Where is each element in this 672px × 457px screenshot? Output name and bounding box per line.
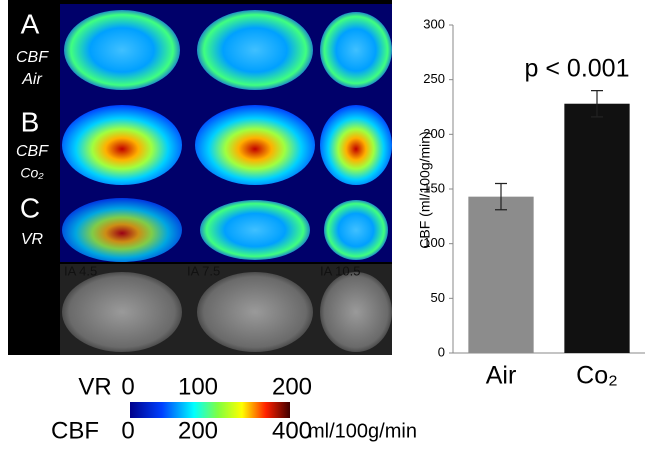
colorbar-tick: 0 xyxy=(121,373,134,400)
colorbar-tick: 0 xyxy=(121,417,134,444)
colorbar-tick: 200 xyxy=(178,417,218,444)
row-label: Co₂ xyxy=(20,165,44,181)
colorbar-label: VR xyxy=(78,373,111,400)
colorbar-unit: ml/100g/min xyxy=(308,420,417,442)
bar-chart: CBF (ml/100g/min) p < 0.001 0 50 100 150 200… xyxy=(417,16,645,390)
row-letter: C xyxy=(20,192,40,223)
bar xyxy=(468,196,534,353)
section-label: IA 4.5 xyxy=(64,263,97,278)
colorbar-tick: 400 xyxy=(272,417,312,444)
error-bar xyxy=(495,182,507,211)
row-label: Air xyxy=(21,71,42,88)
image-panel: A CBF Air B CBF Co₂ C VR IA 4.5 IA 7.5 I… xyxy=(8,0,392,355)
row-label: CBF xyxy=(16,143,49,160)
y-tick-label: 100 xyxy=(423,235,445,250)
row-label: CBF xyxy=(16,49,49,66)
y-axis-label: CBF (ml/100g/min) xyxy=(417,131,433,248)
section-label: IA 7.5 xyxy=(187,263,220,278)
x-tick-label: Co₂ xyxy=(576,362,618,390)
y-tick-label: 200 xyxy=(423,126,445,141)
bar xyxy=(564,103,630,353)
error-bar xyxy=(591,90,603,118)
row-letter: B xyxy=(21,106,40,137)
y-tick-label: 250 xyxy=(423,71,445,86)
y-tick-label: 150 xyxy=(423,180,445,195)
colorbar-tick: 100 xyxy=(178,373,218,400)
row-letter: A xyxy=(21,8,40,39)
colorbar: VR 0 100 200 CBF 0 200 400 ml/100g/min xyxy=(51,373,417,444)
section-label: IA 10.5 xyxy=(320,263,360,278)
y-tick-label: 50 xyxy=(431,290,445,305)
annotation: p < 0.001 xyxy=(525,55,630,83)
x-tick-label: Air xyxy=(486,362,517,390)
row-label: VR xyxy=(21,231,44,248)
y-tick-label: 0 xyxy=(438,344,445,359)
colorbar-tick: 200 xyxy=(272,373,312,400)
y-tick-label: 300 xyxy=(423,16,445,31)
colorbar-label: CBF xyxy=(51,417,99,444)
